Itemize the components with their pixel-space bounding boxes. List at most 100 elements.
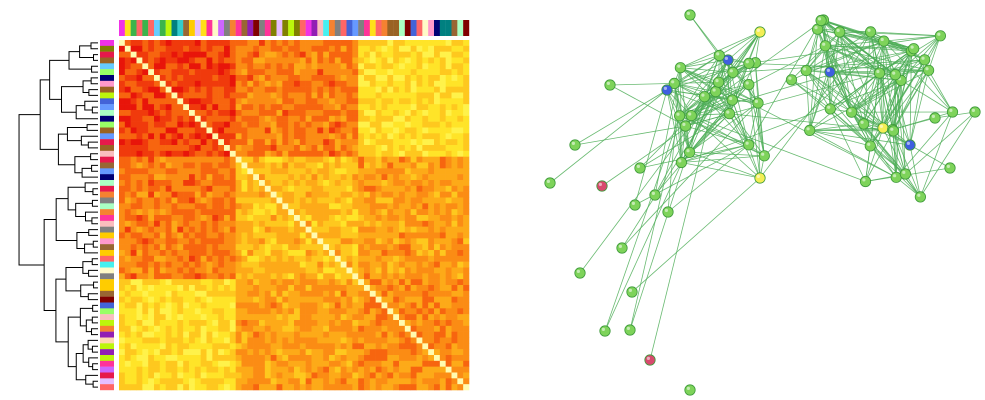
- heatmap-cell: [364, 372, 371, 379]
- row-color-label: [100, 133, 114, 140]
- heatmap-cell: [276, 261, 283, 268]
- heatmap-cell: [229, 296, 236, 303]
- heatmap-cell: [130, 168, 137, 175]
- heatmap-cell: [375, 185, 382, 192]
- heatmap-cell: [451, 150, 458, 157]
- heatmap-cell: [276, 104, 283, 111]
- row-color-label: [100, 115, 114, 122]
- network-edge: [893, 35, 941, 132]
- heatmap-cell: [305, 51, 312, 58]
- heatmap-cell: [445, 378, 452, 385]
- network-edge: [809, 123, 864, 131]
- heatmap-cell: [229, 285, 236, 292]
- heatmap-cell: [317, 162, 324, 169]
- heatmap-cell: [404, 279, 411, 286]
- heatmap-cell: [399, 139, 406, 146]
- heatmap-cell: [148, 162, 155, 169]
- heatmap-cell: [410, 273, 417, 280]
- heatmap-cell: [276, 127, 283, 134]
- heatmap-cell: [369, 197, 376, 204]
- heatmap-cell: [165, 378, 172, 385]
- heatmap-cell: [194, 69, 201, 76]
- heatmap-cell: [434, 69, 441, 76]
- heatmap-cell: [422, 302, 429, 309]
- heatmap-cell: [422, 150, 429, 157]
- heatmap-cell: [393, 320, 400, 327]
- heatmap-cell: [358, 127, 365, 134]
- network-node-default: [819, 40, 831, 52]
- heatmap-cell: [393, 325, 400, 332]
- heatmap-cell: [346, 63, 353, 70]
- network-node-default: [684, 9, 696, 21]
- heatmap-cell: [410, 308, 417, 315]
- heatmap-cell: [253, 366, 260, 373]
- heatmap-cell: [119, 51, 126, 58]
- row-color-label: [100, 267, 114, 274]
- heatmap-cell: [323, 232, 330, 239]
- network-node-default: [934, 30, 947, 42]
- heatmap-cell: [434, 203, 441, 210]
- heatmap-cell: [148, 98, 155, 105]
- heatmap-cell: [177, 331, 184, 338]
- network-edge: [809, 130, 911, 146]
- network-edge: [851, 59, 925, 113]
- heatmap-cell: [358, 279, 365, 286]
- heatmap-cell: [282, 45, 289, 52]
- heatmap-cell: [463, 40, 470, 47]
- heatmap-cell: [334, 244, 341, 251]
- heatmap-cell: [264, 331, 271, 338]
- heatmap-cell: [183, 127, 190, 134]
- heatmap-cell: [445, 220, 452, 227]
- heatmap-cell: [218, 384, 225, 391]
- heatmap-cell: [340, 86, 347, 93]
- heatmap-cell: [439, 57, 446, 64]
- heatmap-cell: [463, 384, 470, 391]
- heatmap-cell: [294, 273, 301, 280]
- heatmap-cell: [393, 63, 400, 70]
- heatmap-cell: [224, 349, 231, 356]
- heatmap-cell: [224, 343, 231, 350]
- network-node-default: [649, 189, 661, 201]
- heatmap-cell: [422, 98, 429, 105]
- heatmap-cell: [253, 162, 260, 169]
- heatmap-cell: [404, 57, 411, 64]
- heatmap-cell: [136, 308, 143, 315]
- heatmap-cell: [416, 150, 423, 157]
- heatmap-cell: [358, 92, 365, 99]
- heatmap-cell: [387, 203, 394, 210]
- heatmap-cell: [340, 273, 347, 280]
- heatmap-cell: [317, 384, 324, 391]
- heatmap-cell: [119, 290, 126, 297]
- heatmap-cell: [276, 290, 283, 297]
- heatmap-cell: [416, 145, 423, 152]
- heatmap-cell: [381, 273, 388, 280]
- heatmap-cell: [352, 290, 359, 297]
- heatmap-cell: [404, 185, 411, 192]
- network-node-highlight: [686, 11, 691, 15]
- heatmap-cell: [235, 185, 242, 192]
- heatmap-cell: [311, 203, 318, 210]
- heatmap-cell: [206, 238, 213, 245]
- heatmap-cell: [340, 215, 347, 222]
- heatmap-cell: [340, 296, 347, 303]
- heatmap-cell: [346, 250, 353, 257]
- heatmap-cell: [457, 285, 464, 292]
- heatmap-cell: [282, 115, 289, 122]
- heatmap-cell: [282, 150, 289, 157]
- heatmap-cell: [393, 69, 400, 76]
- heatmap-cell: [393, 296, 400, 303]
- heatmap-cell: [358, 226, 365, 233]
- heatmap-cell: [142, 285, 149, 292]
- heatmap-cell: [183, 110, 190, 117]
- heatmap-cell: [311, 261, 318, 268]
- heatmap-cell: [323, 372, 330, 379]
- heatmap-cell: [445, 203, 452, 210]
- heatmap-cell: [311, 174, 318, 181]
- heatmap-cell: [148, 203, 155, 210]
- heatmap-cell: [352, 156, 359, 163]
- heatmap-cell: [159, 162, 166, 169]
- heatmap-cell: [422, 110, 429, 117]
- heatmap-cell: [165, 250, 172, 257]
- heatmap-cell: [340, 250, 347, 257]
- heatmap-cell: [317, 145, 324, 152]
